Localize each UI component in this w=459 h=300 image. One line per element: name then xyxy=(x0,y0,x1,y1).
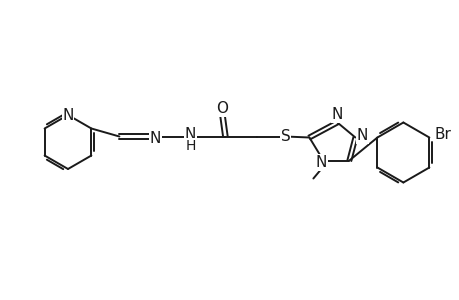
Text: N: N xyxy=(149,131,161,146)
Text: Br: Br xyxy=(434,127,451,142)
Text: S: S xyxy=(280,129,290,144)
Text: N: N xyxy=(62,107,73,122)
Text: O: O xyxy=(216,101,228,116)
Text: N: N xyxy=(185,127,196,142)
Text: H: H xyxy=(185,139,195,152)
Text: N: N xyxy=(315,155,326,170)
Text: N: N xyxy=(331,107,342,122)
Text: N: N xyxy=(356,128,367,143)
